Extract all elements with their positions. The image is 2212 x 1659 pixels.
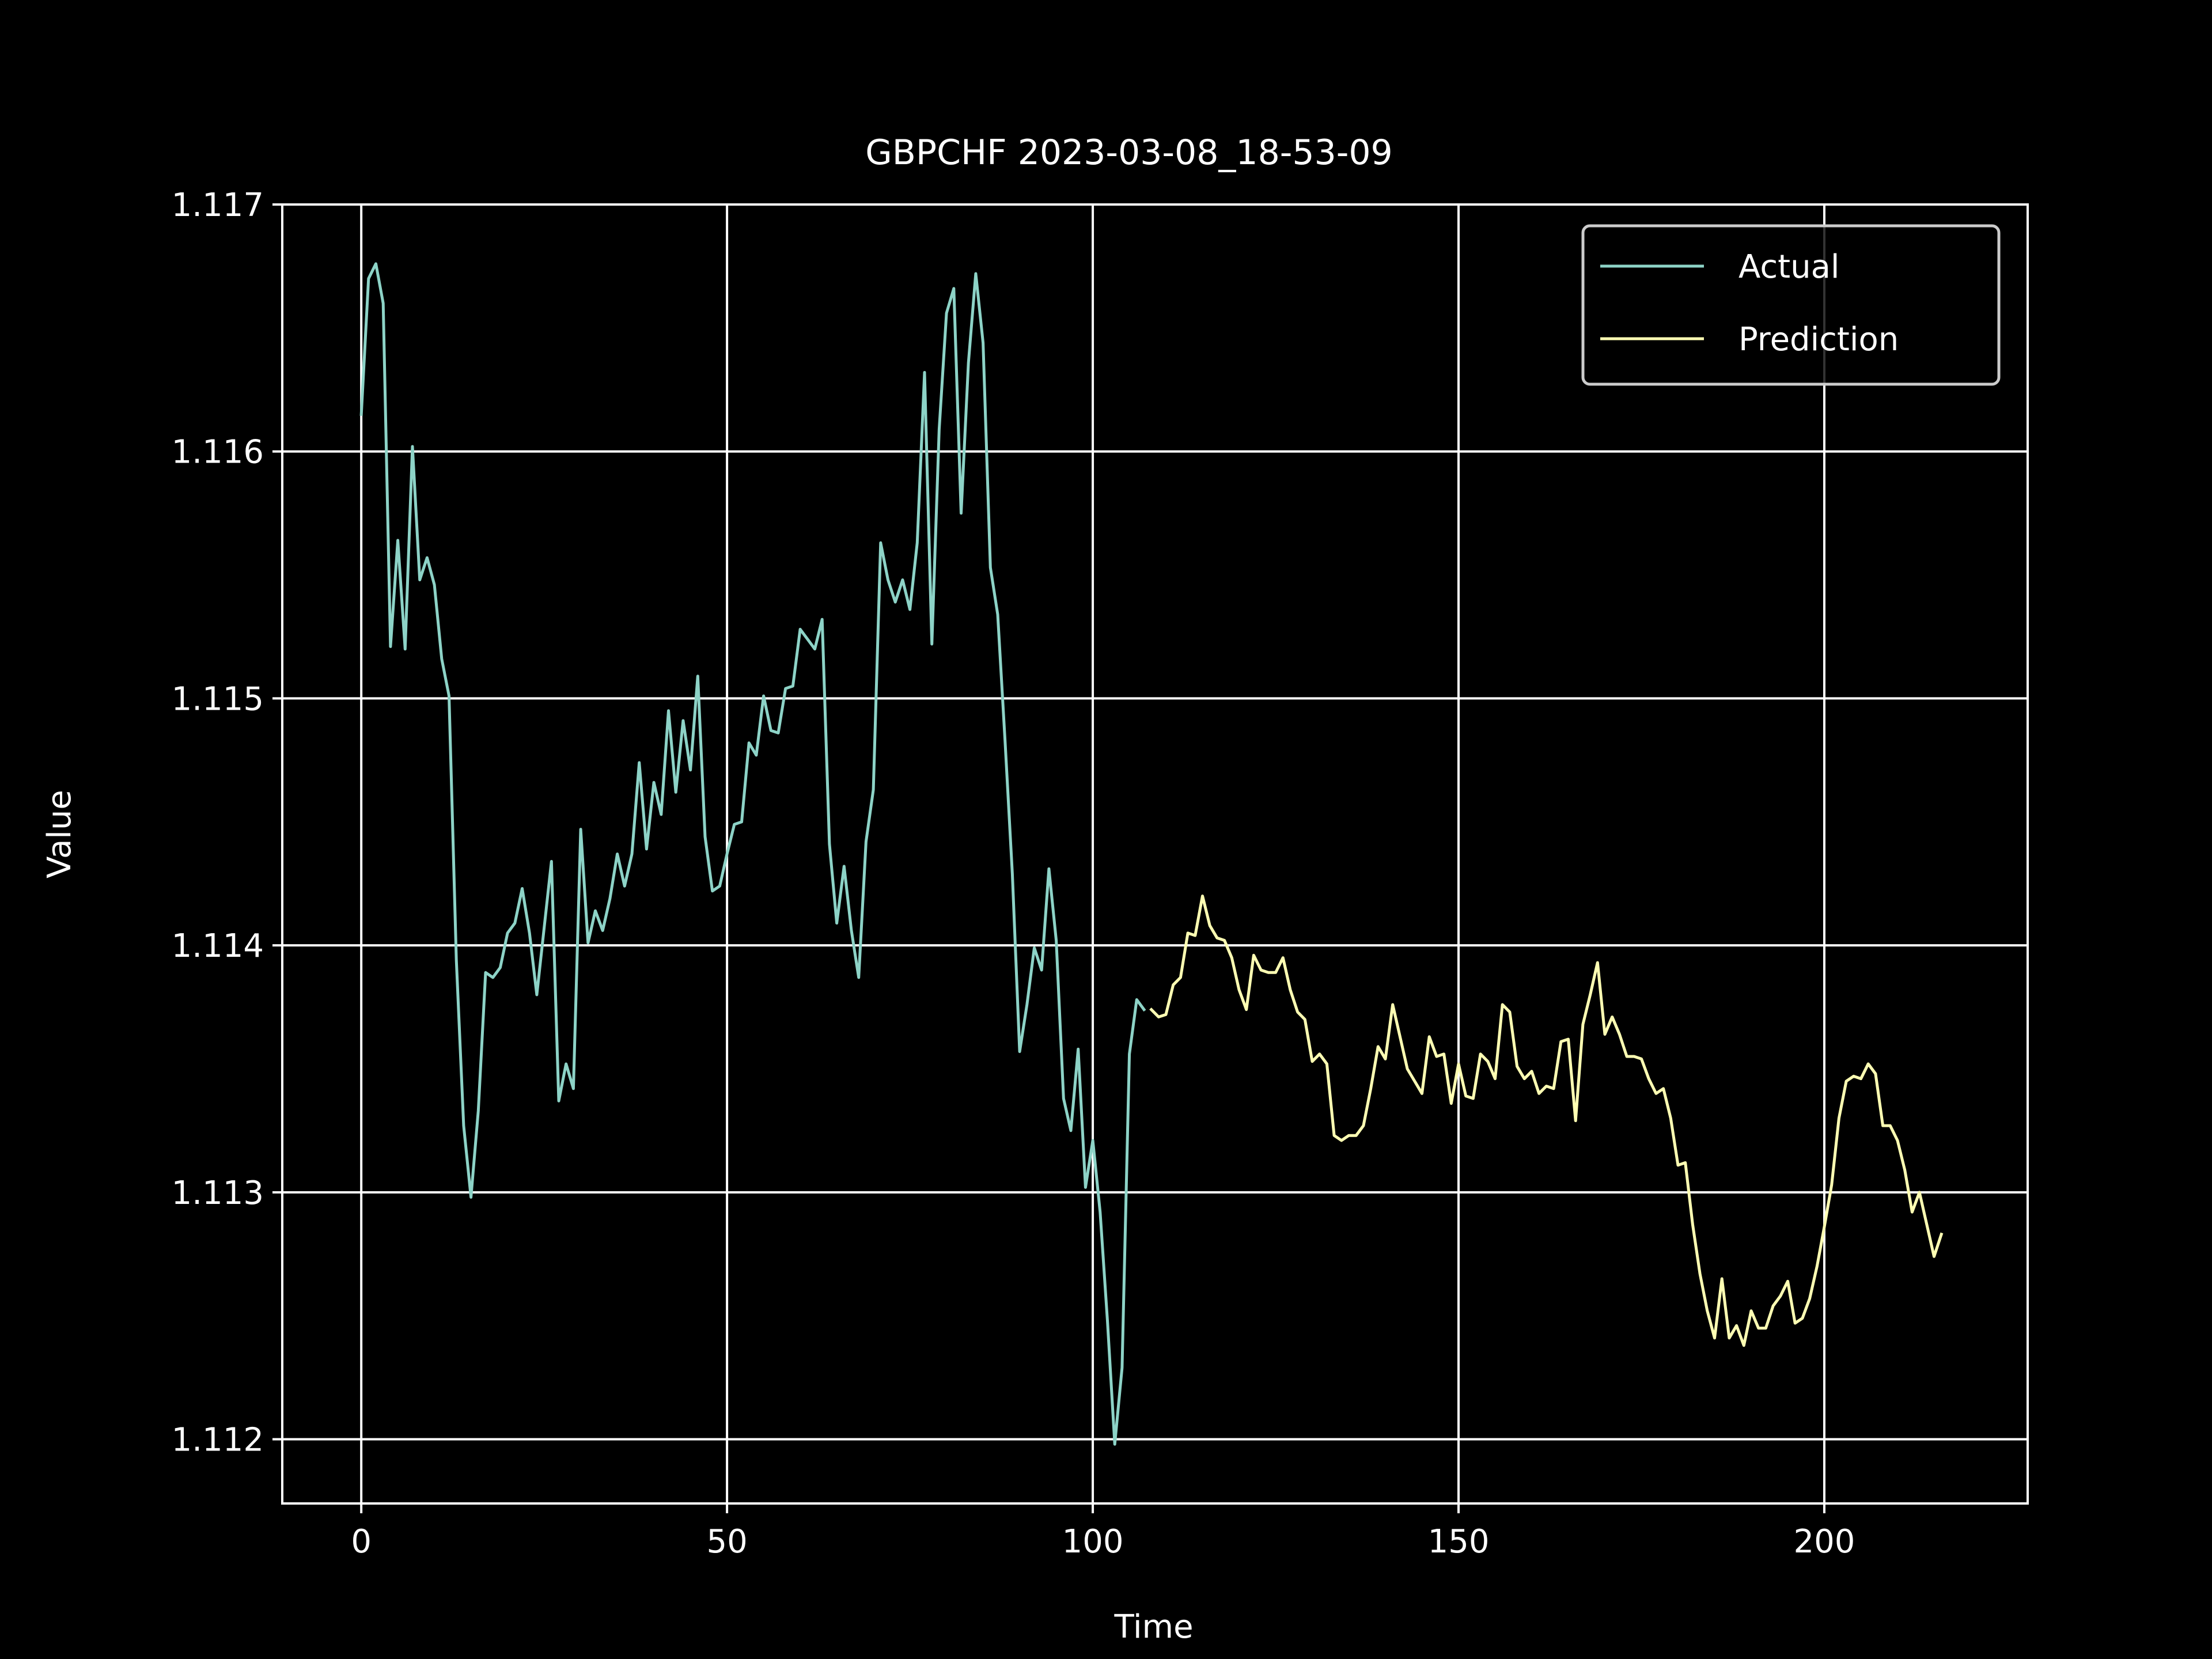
legend-label-actual: Actual	[1738, 248, 1839, 286]
x-axis-label: Time	[1113, 1608, 1193, 1646]
ticks: 0 50 100 150 200 1.112 1.113 1.114 1.115 1.116 1.1…	[172, 187, 1855, 1560]
x-tick-label: 50	[706, 1523, 747, 1560]
legend: Actual Prediction	[1581, 224, 2001, 386]
y-tick-label: 1.113	[172, 1175, 264, 1212]
y-tick-label: 1.112	[172, 1422, 264, 1459]
y-axis-label: Value	[41, 790, 78, 878]
y-tick-label: 1.116	[172, 434, 264, 471]
x-tick-label: 100	[1062, 1523, 1124, 1560]
series-lines	[359, 262, 1944, 1446]
legend-label-prediction: Prediction	[1738, 321, 1899, 358]
series-line-actual	[359, 262, 1146, 1446]
x-tick-label: 200	[1794, 1523, 1855, 1560]
chart-title: GBPCHF 2023-03-08_18-53-09	[865, 132, 1392, 173]
y-tick-label: 1.117	[172, 187, 264, 224]
y-tick-label: 1.115	[172, 680, 264, 718]
x-tick-label: 150	[1428, 1523, 1490, 1560]
plot-frame	[281, 203, 2029, 1505]
x-tick-label: 0	[351, 1523, 372, 1560]
series-line-prediction	[1149, 894, 1944, 1347]
y-tick-label: 1.114	[172, 927, 264, 965]
